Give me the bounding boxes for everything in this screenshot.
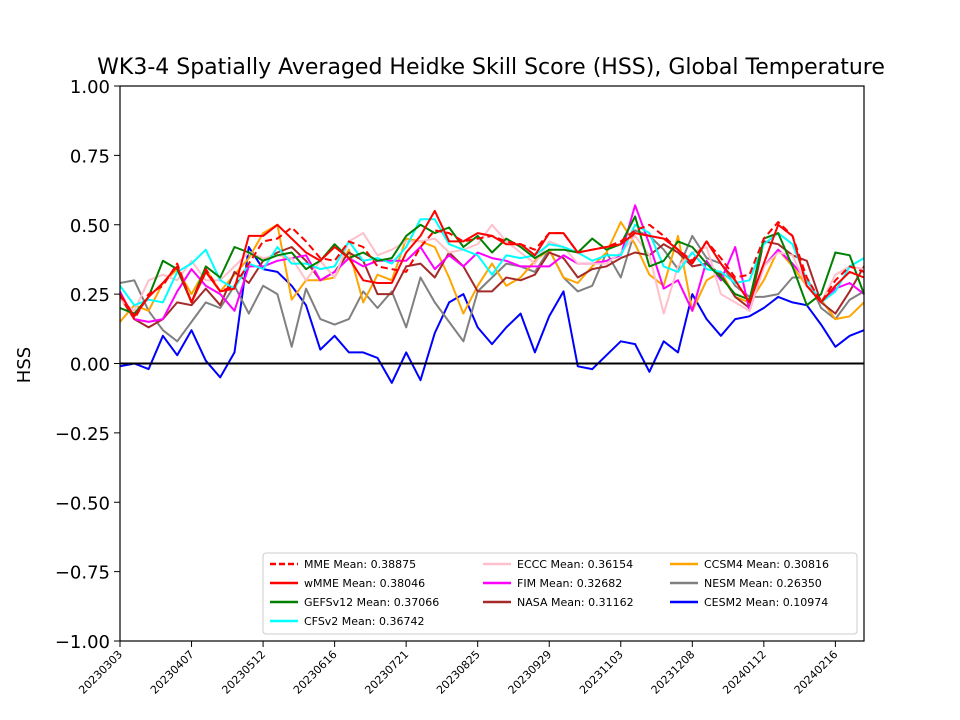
y-tick-label: 0.25 — [70, 285, 110, 306]
legend-label-0: MME Mean: 0.38875 — [304, 558, 416, 571]
plot-area — [119, 85, 865, 642]
y-tick-label: 1.00 — [70, 77, 110, 98]
legend-label-2: GEFSv12 Mean: 0.37066 — [304, 596, 439, 609]
y-tick-label: −0.50 — [55, 493, 110, 514]
legend-label-4: ECCC Mean: 0.36154 — [517, 558, 633, 571]
y-tick-label: 0.00 — [70, 355, 110, 376]
y-tick-label: −0.25 — [55, 424, 110, 445]
legend-box — [262, 552, 858, 635]
series-line-0 — [119, 221, 865, 321]
series-line-7 — [119, 221, 865, 323]
legend-label-1: wMME Mean: 0.38046 — [304, 577, 425, 590]
y-axis-label: HSS — [14, 347, 35, 383]
y-tick-label: 0.75 — [70, 146, 110, 167]
chart-title: WK3-4 Spatially Averaged Heidke Skill Sc… — [97, 55, 885, 80]
legend-label-9: CESM2 Mean: 0.10974 — [704, 596, 828, 609]
series-layer — [119, 204, 865, 384]
legend-label-8: NESM Mean: 0.26350 — [704, 577, 822, 590]
legend-label-3: CFSv2 Mean: 0.36742 — [304, 615, 424, 628]
y-axis: 1.00 0.75 0.50 0.25 0.00 −0.25 −0.50 −0.75 −1.00 — [55, 77, 120, 653]
y-tick-label: −1.00 — [55, 632, 110, 653]
legend-label-5: FIM Mean: 0.32682 — [517, 577, 622, 590]
legend-label-7: CCSM4 Mean: 0.30816 — [704, 558, 829, 571]
y-tick-label: −0.75 — [55, 563, 110, 584]
legend: MME Mean: 0.38875 wMME Mean: 0.38046 GEFSv… — [262, 552, 858, 635]
y-tick-label: 0.50 — [70, 216, 110, 237]
series-line-5 — [119, 204, 865, 323]
legend-label-6: NASA Mean: 0.31162 — [517, 596, 634, 609]
